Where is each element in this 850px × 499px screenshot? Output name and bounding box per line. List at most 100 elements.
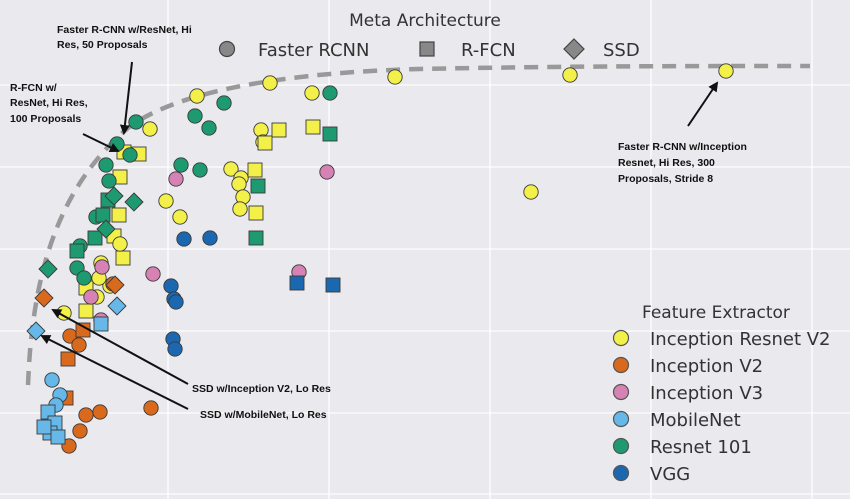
data-point-square-inception-resnet-v2: [78, 303, 94, 319]
meta-architecture-legend: Meta Architecture Faster RCNN R-FCN SSD: [218, 11, 640, 61]
pareto-frontier-curve: [25, 63, 811, 386]
data-point-circle-resnet-101: [201, 120, 217, 136]
data-point-circle-mobilenet: [44, 372, 60, 388]
data-point-circle-inception-resnet-v2: [231, 176, 247, 192]
legend-label-vgg: VGG: [650, 464, 690, 485]
legend-swatch-inception-v2: [612, 356, 630, 374]
data-point-circle-inception-resnet-v2: [232, 201, 248, 217]
annotation-arrow: [119, 61, 133, 135]
annotation-line: Resnet, Hi Res, 300: [618, 157, 715, 169]
data-point-circle-inception-v3: [94, 259, 110, 275]
data-point-square-vgg: [289, 275, 305, 291]
data-point-square-resnet-101: [87, 230, 103, 246]
annotation-frcnn-incres: Faster R-CNN w/Inception Resnet, Hi Res,…: [618, 81, 747, 185]
data-point-circle-inception-resnet-v2: [387, 69, 403, 85]
data-point-diamond-mobilenet: [107, 296, 127, 316]
data-point-square-vgg: [325, 277, 341, 293]
data-point-circle-inception-v2: [72, 423, 88, 439]
data-point-circle-inception-resnet-v2: [112, 236, 128, 252]
annotation-frcnn-resnet: Faster R-CNN w/ResNet, Hi Res, 50 Propos…: [57, 24, 192, 135]
legend-swatch-mobilenet: [612, 410, 630, 428]
data-point-circle-resnet-101: [192, 162, 208, 178]
data-point-diamond-resnet-101: [124, 192, 144, 212]
annotation-ssd-mobilenet: SSD w/MobileNet, Lo Res: [40, 335, 327, 421]
legend-label-inception-v2: Inception V2: [650, 356, 763, 377]
annotation-line: SSD w/MobileNet, Lo Res: [200, 409, 327, 421]
data-point-circle-resnet-101: [187, 108, 203, 124]
data-point-square-resnet-101: [322, 126, 338, 142]
data-point-square-inception-resnet-v2: [248, 205, 264, 221]
data-point-circle-inception-resnet-v2: [262, 75, 278, 91]
meta-legend-title: Meta Architecture: [349, 11, 501, 31]
data-point-circle-inception-v2: [92, 404, 108, 420]
data-point-circle-inception-v2: [71, 337, 87, 353]
data-point-square-mobilenet: [50, 429, 66, 445]
data-point-square-inception-resnet-v2: [247, 162, 263, 178]
annotation-ssd-incv2: SSD w/Inception V2, Lo Res: [51, 309, 331, 395]
data-point-square-inception-v2: [60, 351, 76, 367]
meta-legend-label-faster-rcnn: Faster RCNN: [258, 40, 369, 61]
annotation-line: Proposals, Stride 8: [618, 173, 713, 185]
annotation-line: ResNet, Hi Res,: [10, 97, 88, 109]
feature-extractor-legend: Feature Extractor Inception Resnet V2 In…: [612, 303, 831, 485]
data-point-circle-inception-v3: [83, 289, 99, 305]
meta-legend-label-ssd: SSD: [603, 40, 640, 61]
data-point-circle-inception-resnet-v2: [562, 67, 578, 83]
data-points: [26, 63, 734, 454]
data-point-circle-resnet-101: [128, 114, 144, 130]
annotation-rfcn-resnet: R-FCN w/ ResNet, Hi Res, 100 Proposals: [10, 82, 120, 153]
data-point-square-inception-resnet-v2: [257, 135, 273, 151]
data-point-circle-inception-resnet-v2: [223, 161, 239, 177]
annotation-line: 100 Proposals: [10, 113, 81, 125]
data-point-circle-inception-v2: [143, 400, 159, 416]
data-point-circle-vgg: [167, 341, 183, 357]
data-point-circle-inception-resnet-v2: [142, 121, 158, 137]
annotation-line: R-FCN w/: [10, 82, 57, 94]
legend-label-inception-v3: Inception V3: [650, 383, 763, 404]
annotation-arrow: [82, 133, 120, 153]
data-point-circle-inception-v3: [319, 164, 335, 180]
annotation-arrow: [687, 81, 719, 127]
data-point-circle-resnet-101: [173, 157, 189, 173]
data-point-circle-inception-resnet-v2: [523, 184, 539, 200]
data-point-circle-inception-v2: [78, 407, 94, 423]
data-point-diamond-inception-v2: [34, 288, 54, 308]
annotation-arrow: [51, 309, 189, 385]
annotation-line: Faster R-CNN w/ResNet, Hi: [57, 24, 192, 36]
data-point-square-resnet-101: [250, 178, 266, 194]
legend-swatch-inception-resnet-v2: [612, 329, 630, 347]
data-point-circle-resnet-101: [216, 95, 232, 111]
data-point-circle-inception-resnet-v2: [158, 193, 174, 209]
annotation-arrow: [40, 335, 189, 410]
data-point-circle-resnet-101: [322, 85, 338, 101]
meta-legend-label-rfcn: R-FCN: [461, 40, 516, 61]
data-point-circle-inception-resnet-v2: [189, 88, 205, 104]
data-point-square-resnet-101: [95, 207, 111, 223]
annotation-line: Faster R-CNN w/Inception: [618, 141, 747, 153]
data-point-circle-inception-resnet-v2: [718, 63, 734, 79]
data-point-square-inception-resnet-v2: [305, 119, 321, 135]
legend-label-inception-resnet-v2: Inception Resnet V2: [650, 329, 831, 350]
square-marker-icon: [419, 41, 435, 57]
feature-legend-title: Feature Extractor: [642, 303, 790, 323]
data-point-square-inception-resnet-v2: [271, 122, 287, 138]
data-point-square-mobilenet: [93, 316, 109, 332]
data-point-diamond-inception-v2: [105, 275, 125, 295]
diamond-marker-icon: [563, 38, 585, 60]
data-point-circle-resnet-101: [122, 147, 138, 163]
data-point-circle-vgg: [163, 278, 179, 294]
data-point-circle-resnet-101: [101, 173, 117, 189]
data-point-circle-inception-v3: [168, 171, 184, 187]
data-point-circle-inception-v3: [145, 266, 161, 282]
data-point-circle-inception-resnet-v2: [172, 209, 188, 225]
data-point-diamond-resnet-101: [38, 259, 58, 279]
data-point-circle-resnet-101: [76, 270, 92, 286]
legend-swatch-resnet-101: [612, 437, 630, 455]
data-point-square-resnet-101: [248, 230, 264, 246]
data-point-diamond-resnet-101: [96, 219, 116, 239]
data-point-circle-vgg: [202, 230, 218, 246]
legend-swatch-vgg: [612, 464, 630, 482]
annotation-line: SSD w/Inception V2, Lo Res: [192, 383, 331, 395]
data-point-square-inception-resnet-v2: [115, 250, 131, 266]
